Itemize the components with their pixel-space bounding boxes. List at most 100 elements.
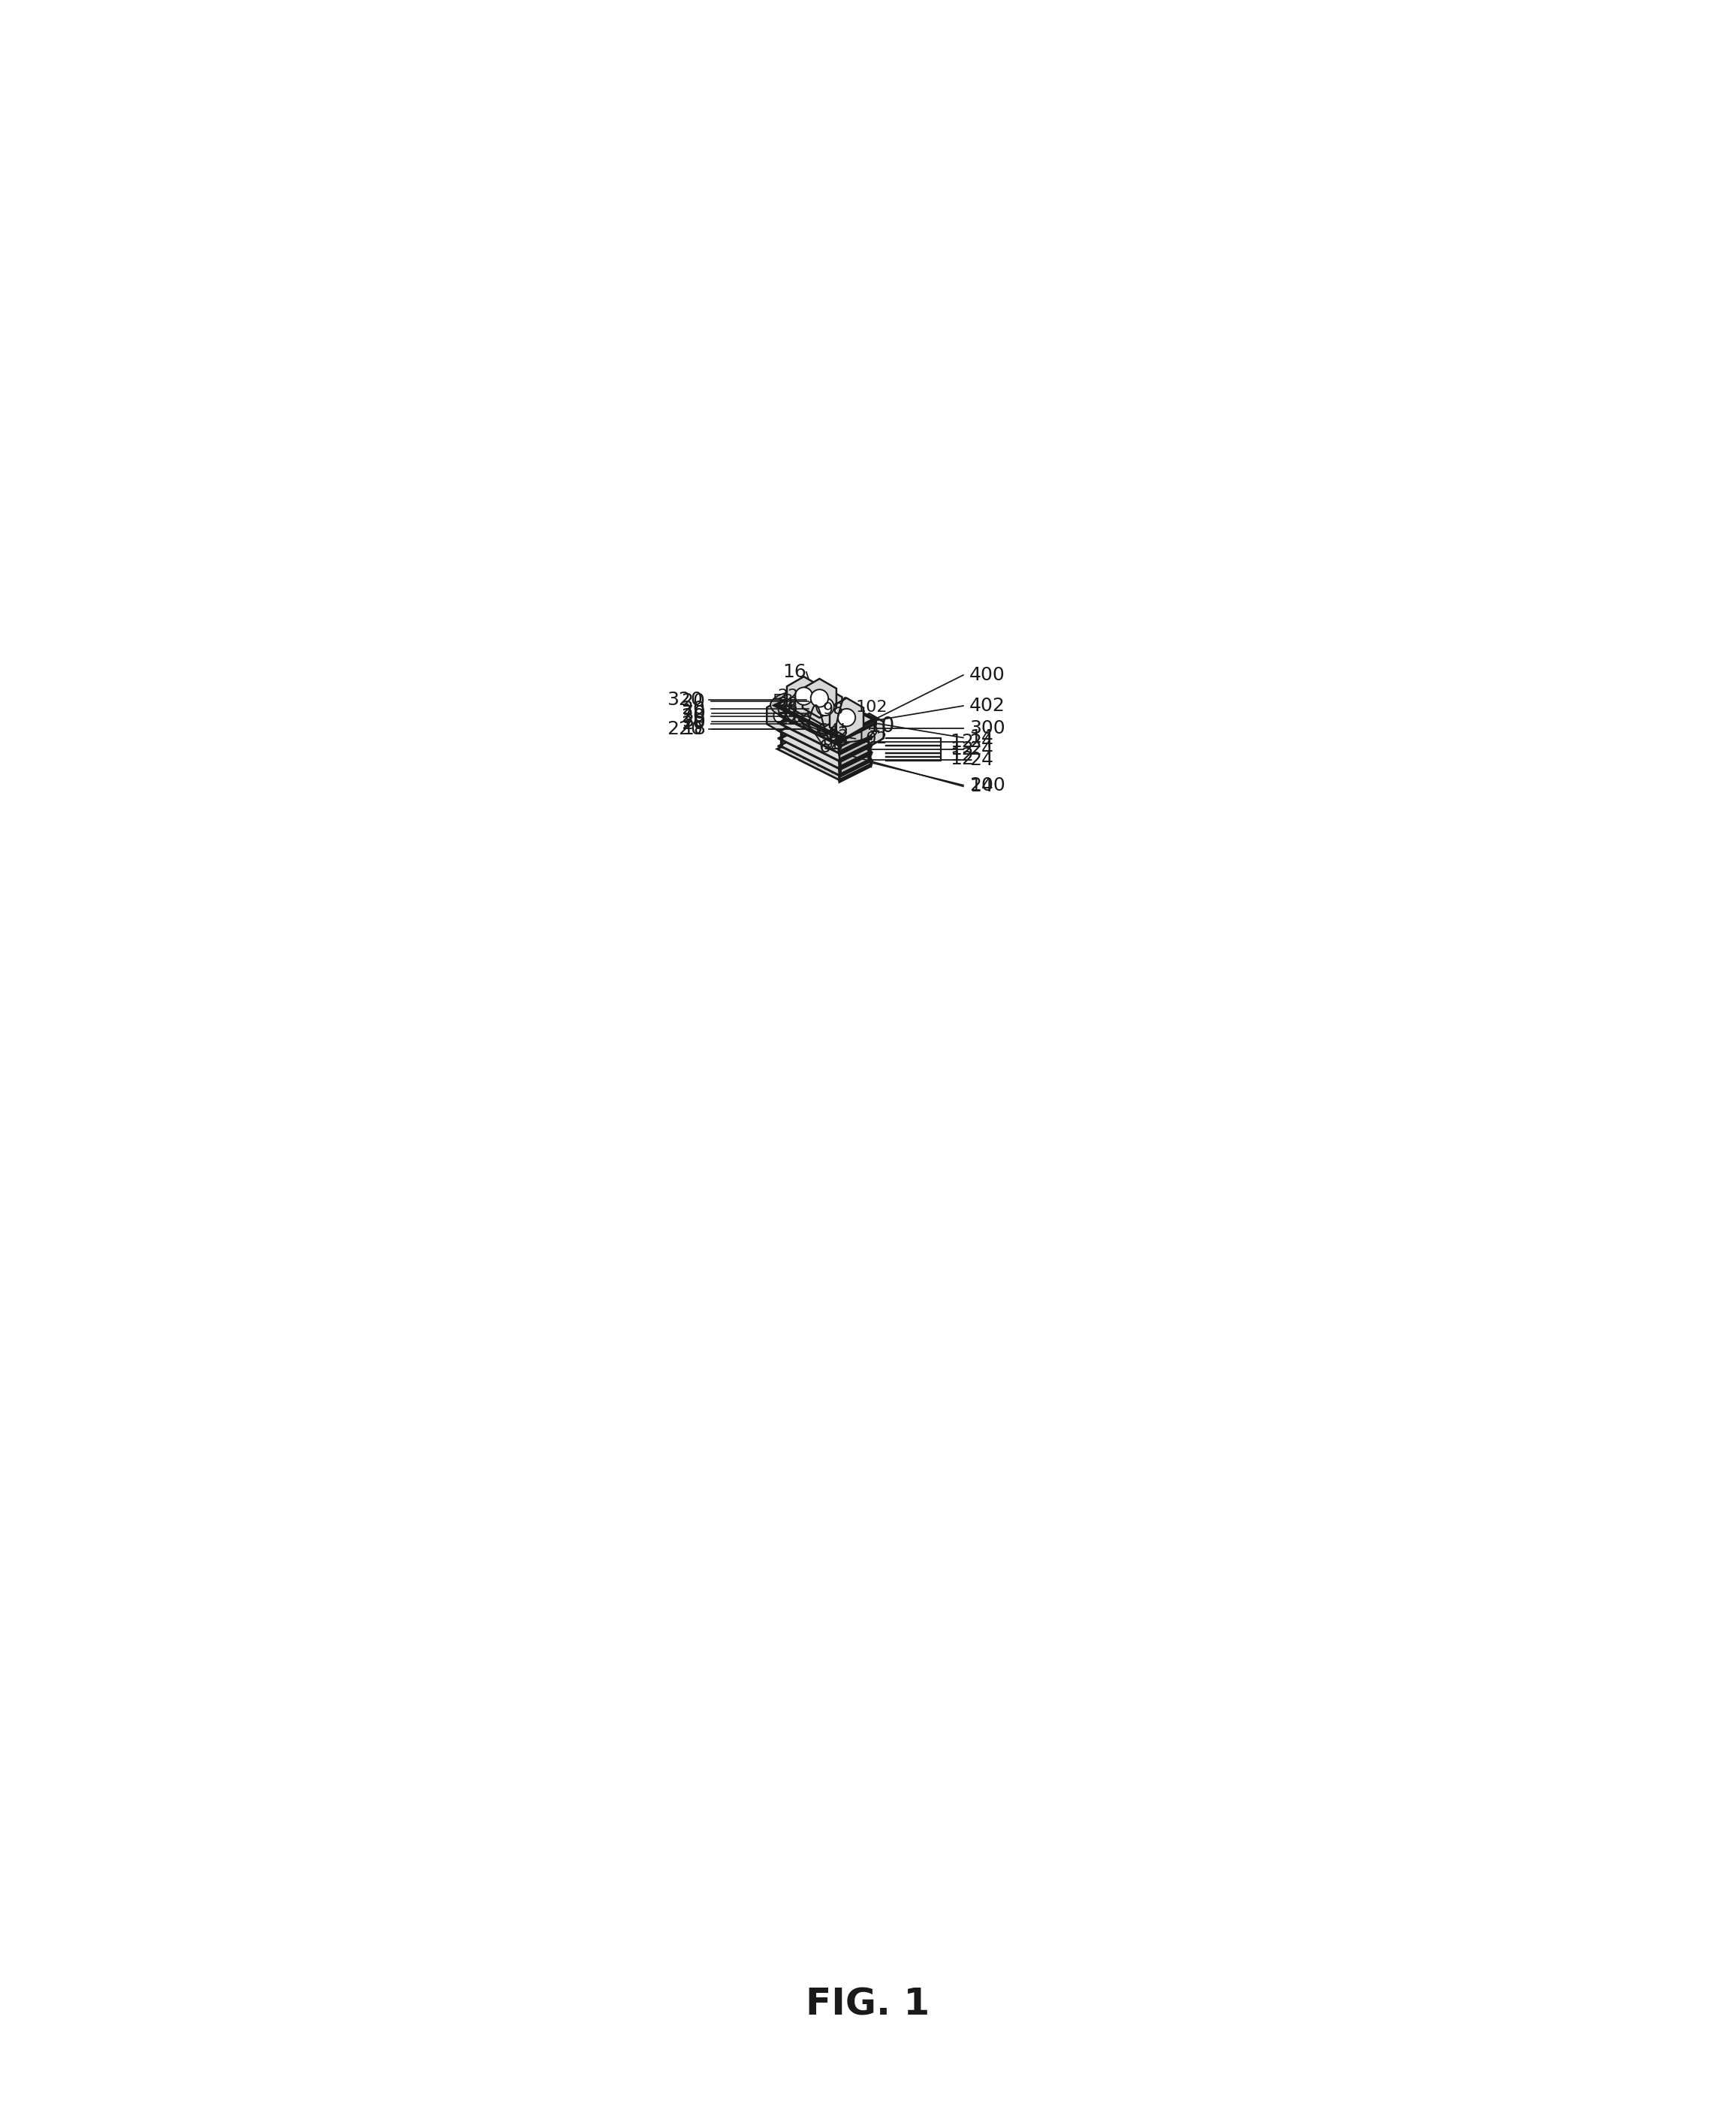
Text: 20: 20 [681,692,705,711]
Polygon shape [811,717,868,751]
Polygon shape [825,728,854,762]
Polygon shape [804,706,811,711]
Text: 62: 62 [828,726,849,741]
Polygon shape [804,698,811,702]
Polygon shape [778,734,871,781]
Text: 12: 12 [950,747,974,764]
Polygon shape [806,698,811,702]
Polygon shape [809,706,811,711]
Polygon shape [809,687,842,726]
Polygon shape [816,711,819,715]
Polygon shape [811,730,871,762]
Text: 12: 12 [950,749,974,768]
Ellipse shape [778,696,835,721]
Ellipse shape [786,700,844,726]
Text: 98': 98' [823,738,849,753]
Circle shape [802,711,812,719]
Polygon shape [804,713,811,717]
Text: 14: 14 [969,728,993,747]
Text: 320: 320 [667,692,703,709]
Polygon shape [779,730,871,775]
Ellipse shape [818,715,875,743]
Polygon shape [811,687,873,719]
Text: 98: 98 [823,702,844,717]
Text: 62: 62 [828,728,849,745]
Polygon shape [804,721,811,724]
Text: 400: 400 [969,666,1005,683]
Polygon shape [776,687,873,736]
Polygon shape [840,747,868,766]
Ellipse shape [809,711,866,738]
Polygon shape [840,762,871,781]
Polygon shape [840,719,875,741]
Polygon shape [840,726,873,747]
Text: 64': 64' [816,724,845,741]
Text: 22: 22 [778,704,799,719]
Text: 102: 102 [856,700,887,715]
Polygon shape [797,685,825,717]
Polygon shape [840,753,871,770]
Polygon shape [807,706,811,709]
Circle shape [804,694,818,709]
Text: 20: 20 [681,706,705,726]
Polygon shape [779,721,871,768]
Text: 12: 12 [950,732,974,751]
Polygon shape [811,709,871,738]
Text: 24: 24 [969,732,993,751]
Circle shape [832,738,847,753]
Polygon shape [799,704,816,726]
Polygon shape [807,717,811,719]
Polygon shape [807,709,811,711]
Text: 70: 70 [682,704,705,724]
Circle shape [774,709,788,724]
Ellipse shape [771,692,828,719]
Polygon shape [811,715,871,745]
Polygon shape [807,713,811,717]
Polygon shape [809,734,871,766]
Polygon shape [781,711,868,753]
Polygon shape [840,736,871,753]
Polygon shape [811,700,871,732]
Circle shape [802,696,812,704]
Polygon shape [811,711,868,745]
Polygon shape [806,721,811,726]
Text: 102: 102 [856,732,887,747]
Text: FIG. 1: FIG. 1 [806,1988,930,2022]
Polygon shape [847,726,851,730]
Text: 24: 24 [969,741,993,758]
Polygon shape [779,700,871,745]
Polygon shape [811,696,873,730]
Polygon shape [779,730,871,777]
Polygon shape [832,719,835,721]
Text: 20: 20 [681,715,705,734]
Polygon shape [804,698,811,702]
Text: 30: 30 [682,713,705,730]
Polygon shape [804,706,811,709]
Polygon shape [840,732,868,751]
Polygon shape [767,700,795,732]
Text: 12: 12 [950,741,974,758]
Polygon shape [811,687,875,724]
Polygon shape [840,751,871,768]
Polygon shape [840,738,868,760]
Circle shape [811,689,828,706]
Polygon shape [779,715,871,762]
Polygon shape [802,679,837,717]
Text: 402: 402 [969,696,1005,715]
Polygon shape [779,709,871,753]
Polygon shape [807,721,811,724]
Text: 22: 22 [778,696,799,711]
Circle shape [802,719,812,728]
Text: 58: 58 [776,702,797,717]
Text: 300: 300 [969,719,1005,738]
Polygon shape [806,713,811,717]
Circle shape [802,702,812,713]
Polygon shape [779,715,871,760]
Text: 16: 16 [783,664,806,681]
Polygon shape [806,706,811,709]
Circle shape [816,698,833,715]
Polygon shape [799,698,816,719]
Polygon shape [854,713,884,747]
Polygon shape [811,730,871,764]
Polygon shape [807,700,811,704]
